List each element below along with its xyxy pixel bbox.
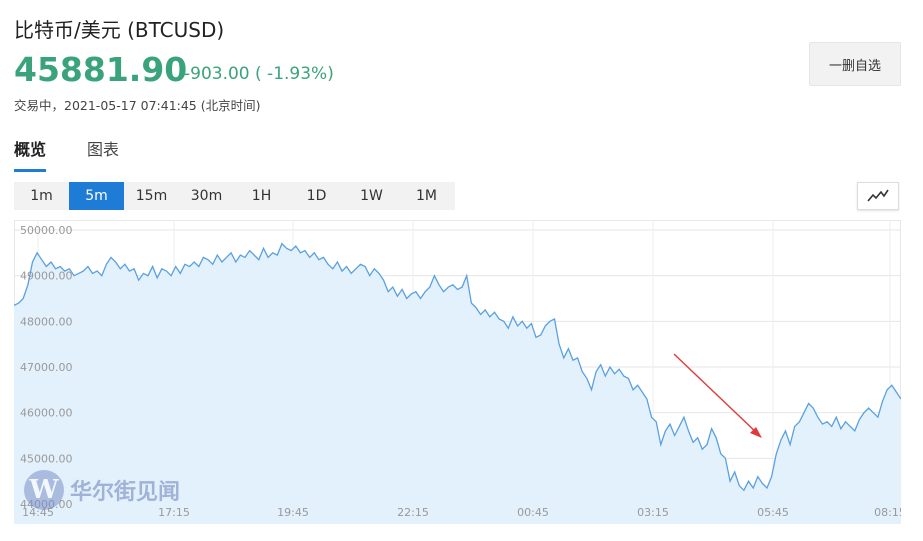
- series-area: [14, 243, 901, 524]
- y-tick-label: 49000.00: [20, 270, 73, 283]
- chart-type-button[interactable]: [857, 182, 899, 210]
- period-1w[interactable]: 1W: [360, 188, 383, 204]
- annotation-arrow-head: [750, 427, 762, 438]
- series-line: [14, 242, 901, 492]
- period-30m[interactable]: 30m: [190, 188, 223, 204]
- period-1h[interactable]: 1H: [251, 188, 272, 204]
- annotation-arrow-line: [673, 353, 759, 435]
- period-selector: 1m 5m 15m 30m 1H 1D 1W 1M: [14, 182, 455, 210]
- y-tick-label: 47000.00: [20, 361, 73, 374]
- period-1mo[interactable]: 1M: [416, 188, 437, 204]
- x-tick-label: 19:45: [277, 506, 309, 519]
- y-tick-label: 48000.00: [20, 315, 73, 328]
- x-tick-label: 05:45: [757, 506, 789, 519]
- y-tick-label: 46000.00: [20, 407, 73, 420]
- instrument-title: 比特币/美元 (BTCUSD): [14, 18, 225, 42]
- trading-status: 交易中，2021-05-17 07:41:45 (北京时间): [14, 98, 261, 113]
- tab-overview[interactable]: 概览: [14, 136, 47, 172]
- price-chart[interactable]: 50000.00 49000.00 48000.00 47000.00 46000.00…: [14, 220, 901, 524]
- watermark-logo-icon: W: [24, 470, 64, 510]
- x-tick-label: 17:15: [158, 506, 190, 519]
- x-tick-label: 22:15: [397, 506, 429, 519]
- period-1m[interactable]: 1m: [30, 188, 53, 204]
- tab-chart[interactable]: 图表: [87, 140, 120, 159]
- y-tick-label: 45000.00: [20, 452, 73, 465]
- x-tick-label: 08:15: [874, 506, 901, 519]
- y-tick-label: 50000.00: [20, 224, 73, 237]
- remove-watchlist-button[interactable]: 一删自选: [809, 42, 901, 86]
- price-chart-svg: 50000.00 49000.00 48000.00 47000.00 46000.00…: [14, 220, 901, 524]
- period-1d[interactable]: 1D: [306, 188, 327, 204]
- watermark-text: 华尔街见闻: [70, 479, 181, 505]
- current-price: 45881.90: [14, 50, 188, 89]
- period-5m[interactable]: 5m: [69, 182, 124, 210]
- line-chart-icon: [867, 189, 889, 202]
- x-tick-label: 03:15: [637, 506, 669, 519]
- x-tick-label: 00:45: [517, 506, 549, 519]
- price-change: -903.00 ( -1.93%): [184, 64, 334, 84]
- period-15m[interactable]: 15m: [135, 188, 168, 204]
- watermark: W 华尔街见闻: [24, 470, 180, 510]
